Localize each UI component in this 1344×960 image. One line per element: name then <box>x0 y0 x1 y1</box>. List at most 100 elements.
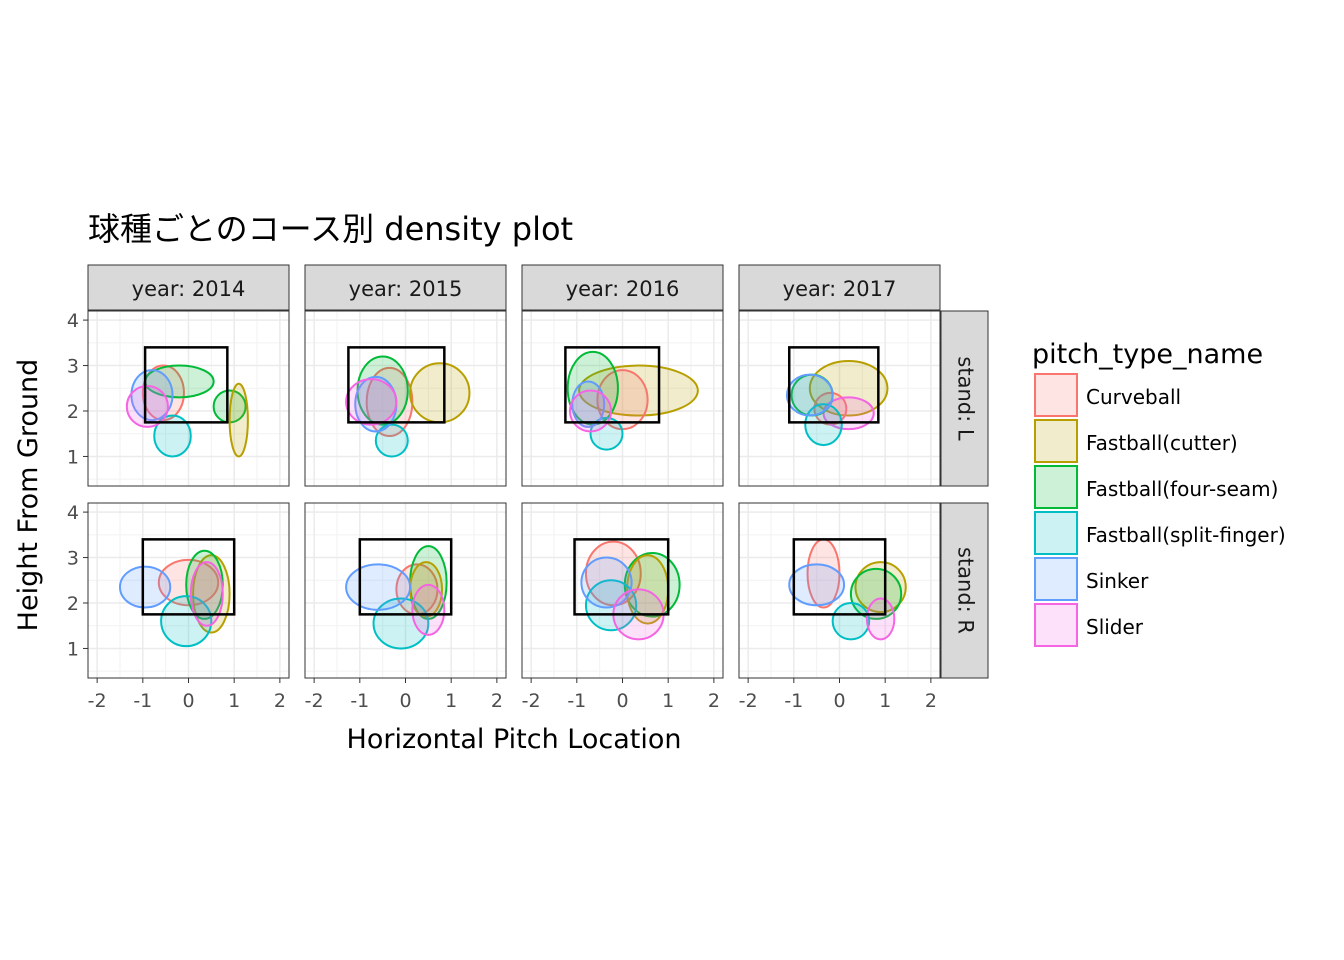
x-tick-label: -2 <box>522 690 541 712</box>
legend-label: Fastball(split-finger) <box>1086 523 1286 547</box>
density-region-slider <box>189 561 224 627</box>
x-tick-label: -2 <box>739 690 758 712</box>
facet-strip-year-label: year: 2014 <box>132 277 246 301</box>
density-region-sinker <box>785 373 834 417</box>
density-regions <box>345 545 448 650</box>
y-tick-label: 2 <box>67 593 79 615</box>
facet-panel: -2 -1 0 1 2 <box>304 502 507 712</box>
facet-panels: year: 2014 year: 2015 year: 2016 year: 2017… <box>67 264 989 712</box>
y-tick-label: 4 <box>67 310 79 332</box>
density-region-fastball-cutter <box>409 362 471 424</box>
legend-key-background <box>1035 604 1077 646</box>
legend-swatch <box>1034 465 1078 509</box>
density-regions <box>785 360 889 447</box>
x-tick-label: 2 <box>274 690 286 712</box>
y-tick-label: 2 <box>67 401 79 423</box>
density-region-fastball-cutter <box>228 382 249 458</box>
facet-panel <box>521 310 724 487</box>
facet-strip-year <box>738 264 941 311</box>
density-region-fastball-four-seam <box>849 567 903 620</box>
chart-title: 球種ごとのコース別 density plot <box>88 210 573 248</box>
facet-panel: 1 2 3 4 <box>67 310 290 487</box>
legend-title: pitch_type_name <box>1032 339 1263 370</box>
x-tick-label: -1 <box>567 690 586 712</box>
y-tick-label: 3 <box>67 356 79 378</box>
x-axis-label: Horizontal Pitch Location <box>347 724 682 755</box>
density-regions <box>345 355 471 458</box>
panel-border <box>304 310 507 487</box>
x-tick-label: 0 <box>399 690 411 712</box>
legend: pitch_type_name Curveball Fastball(cutter… <box>1032 339 1286 647</box>
y-tick-label: 1 <box>67 638 79 660</box>
facet-strip-stand <box>940 310 989 487</box>
x-tick-label: 2 <box>491 690 503 712</box>
x-tick-label: -1 <box>350 690 369 712</box>
density-region-slider <box>345 378 398 426</box>
legend-key-background <box>1035 558 1077 600</box>
density-regions <box>125 364 249 458</box>
facet-strip-year <box>304 264 507 311</box>
density-region-fastball-split-finger <box>831 602 871 641</box>
legend-key-background <box>1035 420 1077 462</box>
strike-zone <box>573 538 670 616</box>
facet-panel: 1 2 3 4 -2 -1 0 1 2 <box>67 502 290 712</box>
density-region-fastball-split-finger <box>153 414 192 458</box>
y-tick-label: 3 <box>67 548 79 570</box>
facet-strip-year <box>521 264 724 311</box>
legend-label: Sinker <box>1086 569 1149 593</box>
density-regions <box>788 538 907 641</box>
density-region-fastball-split-finger <box>584 579 638 632</box>
facet-panel: -2 -1 0 1 2 <box>738 502 941 712</box>
x-tick-label: 1 <box>879 690 891 712</box>
facet-strip-stand-label: stand: R <box>954 547 978 634</box>
strike-zone <box>564 346 661 424</box>
density-region-fastball-split-finger <box>589 416 624 451</box>
density-region-sinker <box>345 563 412 611</box>
legend-label: Slider <box>1086 615 1144 639</box>
density-region-curveball <box>157 558 220 607</box>
legend-key-background <box>1035 512 1077 554</box>
legend-swatch <box>1034 603 1078 647</box>
strike-zone <box>358 538 453 616</box>
strike-zone <box>141 538 236 616</box>
legend-swatch <box>1034 419 1078 463</box>
x-tick-label: 2 <box>708 690 720 712</box>
facet-strip-stand-label: stand: L <box>954 356 978 440</box>
x-tick-label: 1 <box>662 690 674 712</box>
x-tick-label: 1 <box>228 690 240 712</box>
legend-swatch <box>1034 511 1078 555</box>
x-tick-label: 1 <box>445 690 457 712</box>
density-region-sinker <box>580 556 633 609</box>
panel-border <box>521 310 724 487</box>
density-region-sinker <box>788 563 846 607</box>
density-region-slider <box>568 389 613 433</box>
density-region-fastball-split-finger <box>374 423 409 458</box>
strike-zone <box>792 538 887 616</box>
facet-strip-stand <box>940 502 989 679</box>
legend-key-background <box>1035 466 1077 508</box>
legend-label: Curveball <box>1086 385 1181 409</box>
y-tick-label: 1 <box>67 446 79 468</box>
facet-panel <box>738 310 941 487</box>
facet-panel: -2 -1 0 1 2 <box>521 502 724 712</box>
density-regions <box>566 350 699 451</box>
x-tick-label: -2 <box>88 690 107 712</box>
x-tick-label: 0 <box>616 690 628 712</box>
legend-swatch <box>1034 373 1078 417</box>
legend-label: Fastball(cutter) <box>1086 431 1238 455</box>
facet-panel <box>304 310 507 487</box>
legend-swatch <box>1034 557 1078 601</box>
x-tick-label: 0 <box>182 690 194 712</box>
x-tick-label: -1 <box>784 690 803 712</box>
facet-strip-year-label: year: 2017 <box>783 277 897 301</box>
facet-strip-year <box>87 264 290 311</box>
strike-zone <box>347 346 446 424</box>
density-region-fastball-split-finger <box>372 597 430 650</box>
density-region-slider <box>865 597 896 641</box>
density-region-fastball-split-finger <box>160 595 213 648</box>
facet-strip-year-label: year: 2016 <box>566 277 680 301</box>
panel-border <box>87 310 290 487</box>
y-tick-label: 4 <box>67 502 79 524</box>
strike-zone <box>788 346 880 424</box>
